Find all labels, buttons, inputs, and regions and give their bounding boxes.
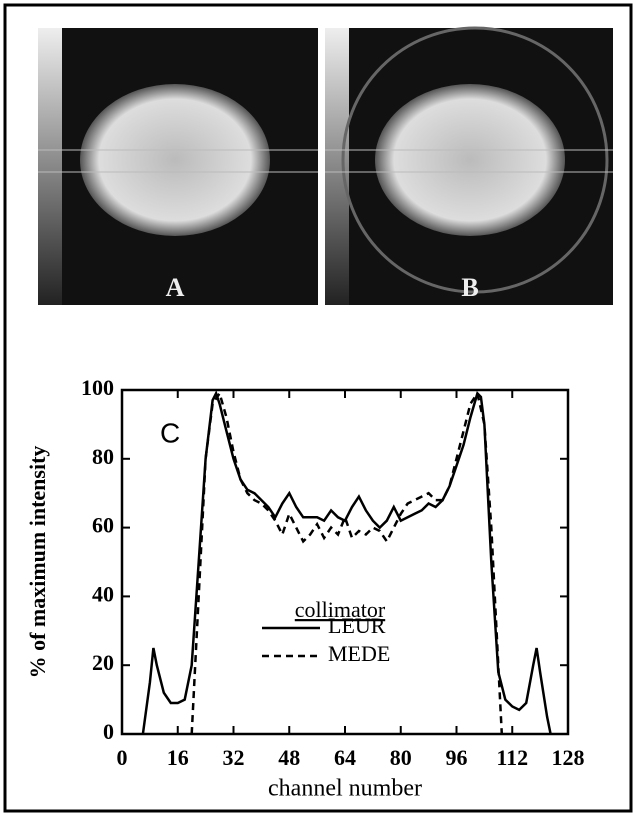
image-a: A: [38, 28, 318, 305]
image-b: B: [325, 26, 613, 305]
y-tick-label: 60: [92, 513, 114, 538]
legend-label: LEUR: [328, 613, 386, 638]
x-tick-label: 80: [390, 745, 412, 770]
x-tick-label: 64: [334, 745, 356, 770]
panel-label: C: [160, 417, 180, 448]
y-tick-label: 20: [92, 650, 114, 675]
y-axis-label: % of maximum intensity: [25, 446, 50, 679]
x-tick-label: 128: [552, 745, 585, 770]
x-tick-label: 16: [167, 745, 189, 770]
line-series: [141, 390, 552, 735]
x-tick-label: 112: [496, 745, 528, 770]
panel-label: B: [461, 273, 478, 302]
y-tick-label: 40: [92, 581, 114, 606]
x-tick-label: 48: [278, 745, 300, 770]
panel-label: A: [166, 273, 185, 302]
x-tick-label: 32: [223, 745, 245, 770]
legend-label: MEDE: [328, 641, 390, 666]
y-tick-label: 0: [103, 719, 114, 744]
line-series: [190, 390, 504, 735]
frame: [3, 3, 633, 813]
x-tick-label: 96: [446, 745, 468, 770]
y-tick-label: 80: [92, 444, 114, 469]
legend-title: collimator: [295, 597, 386, 622]
x-axis-label: channel number: [268, 776, 422, 802]
x-tick-label: 0: [117, 745, 128, 770]
y-tick-label: 100: [81, 375, 114, 400]
